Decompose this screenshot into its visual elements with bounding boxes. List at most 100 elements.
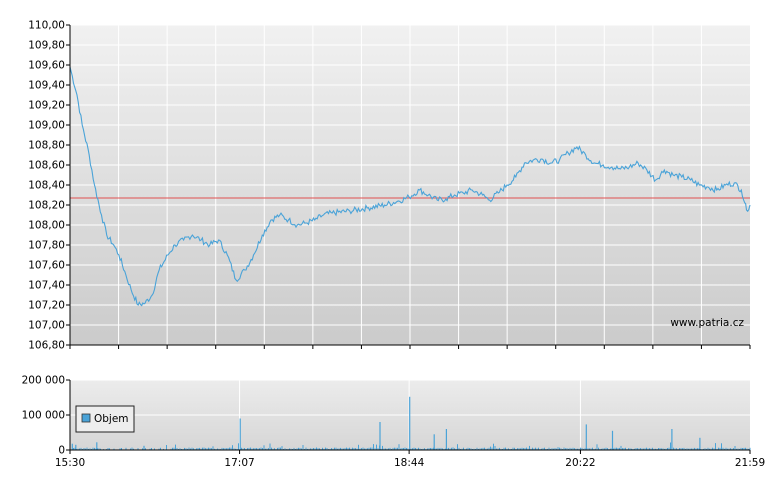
volume-bar xyxy=(635,448,637,450)
volume-bar xyxy=(301,448,302,450)
volume-bar xyxy=(497,448,499,450)
volume-bar xyxy=(197,448,199,450)
volume-bar xyxy=(172,447,173,450)
volume-bar xyxy=(131,447,133,450)
volume-bar xyxy=(737,448,739,450)
volume-bar xyxy=(581,447,583,450)
volume-bar xyxy=(223,448,224,450)
volume-bar xyxy=(629,448,631,450)
volume-bar xyxy=(77,448,79,450)
volume-bar xyxy=(75,444,77,451)
volume-bar xyxy=(80,447,82,450)
volume-bar xyxy=(622,448,623,450)
volume-bar xyxy=(175,444,176,450)
volume-bar xyxy=(221,447,223,450)
y-tick-label: 109,60 xyxy=(28,60,65,72)
volume-bar xyxy=(143,445,145,450)
volume-bar xyxy=(137,448,139,450)
volume-bar xyxy=(640,448,641,450)
volume-bar xyxy=(437,447,439,450)
volume-bar xyxy=(710,448,712,450)
volume-bar xyxy=(233,448,235,450)
volume-bar xyxy=(359,448,361,450)
volume-bar xyxy=(314,448,316,450)
volume-bar xyxy=(566,448,568,450)
volume-bar xyxy=(218,448,220,450)
volume-bar xyxy=(100,448,101,450)
volume-bar xyxy=(496,448,497,450)
volume-bar xyxy=(346,447,347,450)
volume-bar xyxy=(493,443,494,450)
volume-bar xyxy=(647,448,649,450)
volume-bar xyxy=(649,448,650,450)
volume-bar xyxy=(641,448,643,450)
volume-bar xyxy=(664,448,665,450)
y-tick-label: 107,60 xyxy=(28,260,65,272)
volume-bar xyxy=(557,447,559,450)
volume-bar xyxy=(160,447,161,450)
volume-legend: Objem xyxy=(75,405,135,433)
volume-bar xyxy=(322,447,323,450)
volume-bar xyxy=(652,447,653,450)
volume-bar xyxy=(230,447,232,450)
y-tick-label: 107,20 xyxy=(28,300,65,312)
volume-bar xyxy=(277,447,278,450)
volume-bar xyxy=(185,448,187,450)
volume-bar xyxy=(343,448,344,450)
volume-bar xyxy=(404,447,406,450)
volume-bar xyxy=(473,448,475,450)
volume-bar xyxy=(262,448,263,450)
volume-bar xyxy=(667,448,668,450)
volume-bar xyxy=(362,447,364,450)
volume-bar xyxy=(734,446,736,450)
volume-bar xyxy=(682,448,683,450)
volume-bar xyxy=(158,448,160,450)
volume-bar xyxy=(469,448,470,450)
volume-bar xyxy=(749,447,751,450)
volume-bar xyxy=(364,448,365,450)
volume-bar xyxy=(407,448,409,450)
volume-bar xyxy=(173,447,175,450)
volume-bar xyxy=(166,445,167,450)
volume-bar xyxy=(296,448,298,450)
volume-bar xyxy=(703,448,704,450)
volume-bar xyxy=(199,447,200,450)
volume-bar xyxy=(533,448,535,450)
y-tick-label: 108,00 xyxy=(28,220,65,232)
volume-bar xyxy=(512,447,514,450)
volume-bar xyxy=(604,448,605,450)
volume-bar xyxy=(83,448,85,450)
volume-bar xyxy=(587,448,589,450)
volume-bar xyxy=(151,448,152,450)
volume-bar xyxy=(422,448,424,450)
volume-bar xyxy=(352,447,353,450)
volume-bar xyxy=(427,448,428,450)
volume-bar xyxy=(517,448,518,450)
volume-bar xyxy=(565,448,566,450)
volume-bar xyxy=(367,448,368,450)
volume-bar xyxy=(691,448,692,450)
volume-bar xyxy=(646,447,647,450)
volume-bar xyxy=(188,447,190,450)
volume-bar xyxy=(439,448,440,450)
volume-bar xyxy=(403,448,404,450)
volume-bar xyxy=(340,447,341,450)
volume-bar xyxy=(254,448,256,450)
volume-bar xyxy=(601,448,602,450)
volume-bar xyxy=(263,445,265,450)
volume-bar xyxy=(449,448,451,450)
volume-bar xyxy=(731,448,733,450)
volume-bar xyxy=(376,444,377,450)
volume-bar xyxy=(653,448,655,450)
x-tick-label: 20:22 xyxy=(565,457,595,469)
volume-bar xyxy=(638,448,640,450)
volume-bar xyxy=(536,448,538,450)
volume-bar xyxy=(725,447,727,450)
volume-bar xyxy=(602,448,604,450)
volume-bar xyxy=(718,447,719,450)
volume-bar xyxy=(523,448,524,450)
volume-bar xyxy=(358,444,359,450)
volume-bar xyxy=(229,447,230,450)
volume-bar xyxy=(302,445,304,450)
